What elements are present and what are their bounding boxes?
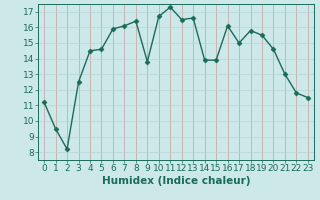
X-axis label: Humidex (Indice chaleur): Humidex (Indice chaleur) (102, 176, 250, 186)
